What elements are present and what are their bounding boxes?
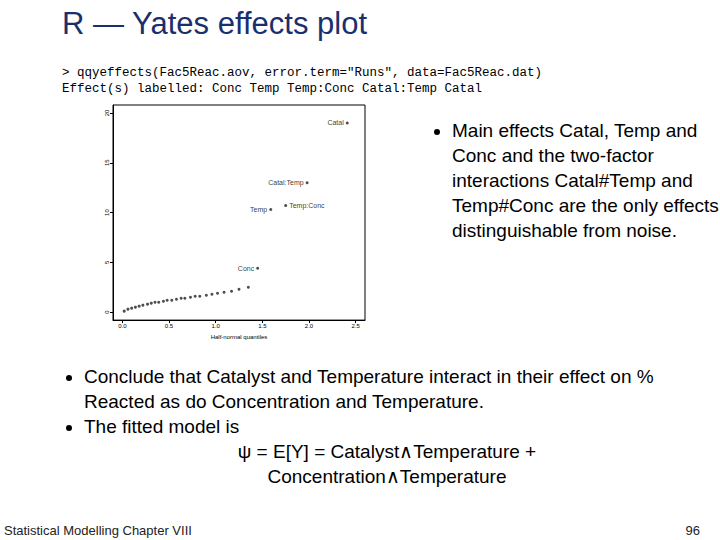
svg-text:20: 20 xyxy=(104,109,110,116)
svg-text:2.5: 2.5 xyxy=(351,323,360,329)
svg-text:1.5: 1.5 xyxy=(258,323,267,329)
html-text:96: 96 xyxy=(685,523,700,538)
html-text:R — Yates effects plot: R — Yates effects plot xyxy=(62,6,367,41)
svg-text:Conc: Conc xyxy=(238,265,255,272)
svg-text:Catal: Catal xyxy=(327,119,344,126)
svg-text:1.0: 1.0 xyxy=(211,323,220,329)
html-text:> qqyeffects(Fac5Reac.aov, err: > qqyeffects(Fac5Reac.aov, error.term="R… xyxy=(62,66,543,80)
svg-text:Half-normal quantiles: Half-normal quantiles xyxy=(211,334,268,340)
html-text:Main effects Catal, Temp and C: Main effects Catal, Temp and Conc and th… xyxy=(452,120,719,241)
svg-text:10: 10 xyxy=(104,209,110,216)
svg-text:2.0: 2.0 xyxy=(305,323,314,329)
svg-text:0: 0 xyxy=(104,310,110,314)
html-text:ψ = E[Y] = Catalyst∧Temperatur: ψ = E[Y] = Catalyst∧Temperature + xyxy=(237,441,537,462)
svg-text:0.0: 0.0 xyxy=(118,323,127,329)
svg-text:5: 5 xyxy=(104,260,110,264)
svg-text:Temp: Temp xyxy=(250,206,267,214)
html-text:The fitted model is: The fitted model is xyxy=(84,416,240,437)
svg-text:Catal:Temp: Catal:Temp xyxy=(268,179,304,187)
html-text:Statistical Modelling Chapter: Statistical Modelling Chapter VIII xyxy=(4,523,192,538)
html-text:Effect(s) labelled: Conc Temp: Effect(s) labelled: Conc Temp Temp:Conc … xyxy=(62,82,483,96)
svg-text:Temp:Conc: Temp:Conc xyxy=(289,202,325,210)
html-text:Concentration∧Temperature: Concentration∧Temperature xyxy=(267,466,507,487)
svg-text:0.5: 0.5 xyxy=(165,323,174,329)
html-text:Conclude that Catalyst and Tem: Conclude that Catalyst and Temperature i… xyxy=(84,366,654,412)
svg-text:15: 15 xyxy=(104,159,110,166)
